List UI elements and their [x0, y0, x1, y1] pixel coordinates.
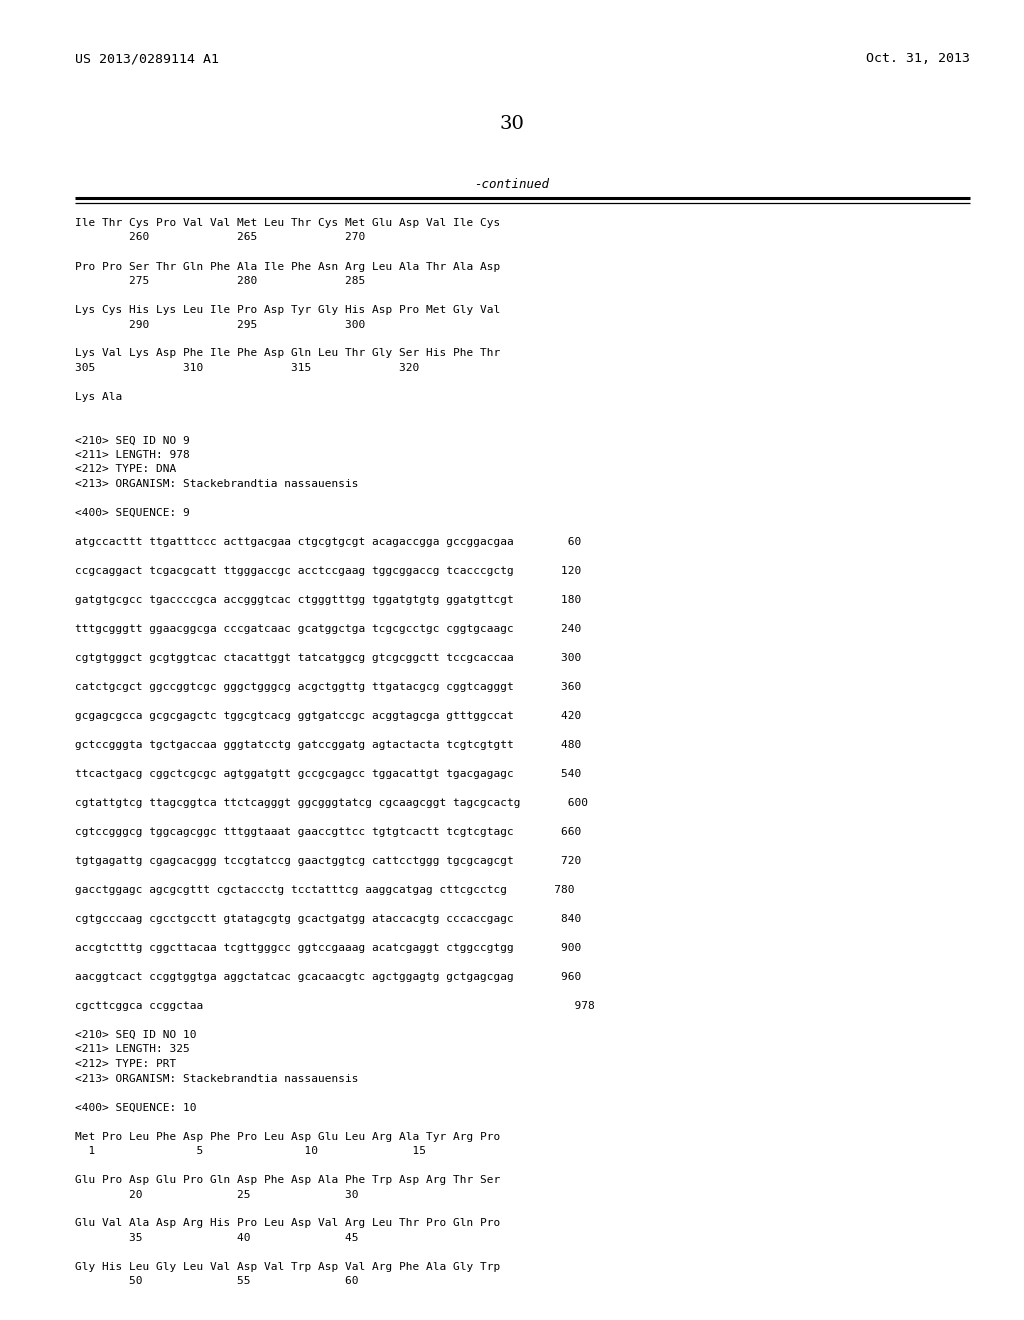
Text: Ile Thr Cys Pro Val Val Met Leu Thr Cys Met Glu Asp Val Ile Cys: Ile Thr Cys Pro Val Val Met Leu Thr Cys …: [75, 218, 501, 228]
Text: Met Pro Leu Phe Asp Phe Pro Leu Asp Glu Leu Arg Ala Tyr Arg Pro: Met Pro Leu Phe Asp Phe Pro Leu Asp Glu …: [75, 1131, 501, 1142]
Text: -continued: -continued: [474, 178, 550, 191]
Text: 35              40              45: 35 40 45: [75, 1233, 358, 1243]
Text: Oct. 31, 2013: Oct. 31, 2013: [866, 51, 970, 65]
Text: 305             310             315             320: 305 310 315 320: [75, 363, 419, 374]
Text: <212> TYPE: DNA: <212> TYPE: DNA: [75, 465, 176, 474]
Text: cgtccgggcg tggcagcggc tttggtaaat gaaccgttcc tgtgtcactt tcgtcgtagc       660: cgtccgggcg tggcagcggc tttggtaaat gaaccgt…: [75, 828, 582, 837]
Text: US 2013/0289114 A1: US 2013/0289114 A1: [75, 51, 219, 65]
Text: 275             280             285: 275 280 285: [75, 276, 366, 286]
Text: Glu Pro Asp Glu Pro Gln Asp Phe Asp Ala Phe Trp Asp Arg Thr Ser: Glu Pro Asp Glu Pro Gln Asp Phe Asp Ala …: [75, 1175, 501, 1185]
Text: gctccgggta tgctgaccaa gggtatcctg gatccggatg agtactacta tcgtcgtgtt       480: gctccgggta tgctgaccaa gggtatcctg gatccgg…: [75, 741, 582, 750]
Text: 50              55              60: 50 55 60: [75, 1276, 358, 1287]
Text: cgtgtgggct gcgtggtcac ctacattggt tatcatggcg gtcgcggctt tccgcaccaa       300: cgtgtgggct gcgtggtcac ctacattggt tatcatg…: [75, 653, 582, 663]
Text: accgtctttg cggcttacaa tcgttgggcc ggtccgaaag acatcgaggt ctggccgtgg       900: accgtctttg cggcttacaa tcgttgggcc ggtccga…: [75, 942, 582, 953]
Text: gacctggagc agcgcgttt cgctaccctg tcctatttcg aaggcatgag cttcgcctcg       780: gacctggagc agcgcgttt cgctaccctg tcctattt…: [75, 884, 574, 895]
Text: <211> LENGTH: 978: <211> LENGTH: 978: [75, 450, 189, 459]
Text: Glu Val Ala Asp Arg His Pro Leu Asp Val Arg Leu Thr Pro Gln Pro: Glu Val Ala Asp Arg His Pro Leu Asp Val …: [75, 1218, 501, 1229]
Text: cgtattgtcg ttagcggtca ttctcagggt ggcgggtatcg cgcaagcggt tagcgcactg       600: cgtattgtcg ttagcggtca ttctcagggt ggcgggt…: [75, 799, 588, 808]
Text: <213> ORGANISM: Stackebrandtia nassauensis: <213> ORGANISM: Stackebrandtia nassauens…: [75, 479, 358, 488]
Text: <212> TYPE: PRT: <212> TYPE: PRT: [75, 1059, 176, 1069]
Text: tgtgagattg cgagcacggg tccgtatccg gaactggtcg cattcctggg tgcgcagcgt       720: tgtgagattg cgagcacggg tccgtatccg gaactgg…: [75, 855, 582, 866]
Text: <210> SEQ ID NO 9: <210> SEQ ID NO 9: [75, 436, 189, 446]
Text: <400> SEQUENCE: 10: <400> SEQUENCE: 10: [75, 1102, 197, 1113]
Text: atgccacttt ttgatttccc acttgacgaa ctgcgtgcgt acagaccgga gccggacgaa        60: atgccacttt ttgatttccc acttgacgaa ctgcgtg…: [75, 537, 582, 546]
Text: 1               5               10              15: 1 5 10 15: [75, 1146, 426, 1156]
Text: 290             295             300: 290 295 300: [75, 319, 366, 330]
Text: cgcttcggca ccggctaa                                                       978: cgcttcggca ccggctaa 978: [75, 1001, 595, 1011]
Text: Lys Ala: Lys Ala: [75, 392, 122, 403]
Text: 30: 30: [500, 115, 524, 133]
Text: <210> SEQ ID NO 10: <210> SEQ ID NO 10: [75, 1030, 197, 1040]
Text: ccgcaggact tcgacgcatt ttgggaccgc acctccgaag tggcggaccg tcacccgctg       120: ccgcaggact tcgacgcatt ttgggaccgc acctccg…: [75, 566, 582, 576]
Text: cgtgcccaag cgcctgcctt gtatagcgtg gcactgatgg ataccacgtg cccaccgagc       840: cgtgcccaag cgcctgcctt gtatagcgtg gcactga…: [75, 913, 582, 924]
Text: <211> LENGTH: 325: <211> LENGTH: 325: [75, 1044, 189, 1055]
Text: Lys Val Lys Asp Phe Ile Phe Asp Gln Leu Thr Gly Ser His Phe Thr: Lys Val Lys Asp Phe Ile Phe Asp Gln Leu …: [75, 348, 501, 359]
Text: Gly His Leu Gly Leu Val Asp Val Trp Asp Val Arg Phe Ala Gly Trp: Gly His Leu Gly Leu Val Asp Val Trp Asp …: [75, 1262, 501, 1272]
Text: <400> SEQUENCE: 9: <400> SEQUENCE: 9: [75, 508, 189, 517]
Text: gatgtgcgcc tgaccccgca accgggtcac ctgggtttgg tggatgtgtg ggatgttcgt       180: gatgtgcgcc tgaccccgca accgggtcac ctgggtt…: [75, 595, 582, 605]
Text: aacggtcact ccggtggtga aggctatcac gcacaacgtc agctggagtg gctgagcgag       960: aacggtcact ccggtggtga aggctatcac gcacaac…: [75, 972, 582, 982]
Text: tttgcgggtt ggaacggcga cccgatcaac gcatggctga tcgcgcctgc cggtgcaagc       240: tttgcgggtt ggaacggcga cccgatcaac gcatggc…: [75, 624, 582, 634]
Text: gcgagcgcca gcgcgagctc tggcgtcacg ggtgatccgc acggtagcga gtttggccat       420: gcgagcgcca gcgcgagctc tggcgtcacg ggtgatc…: [75, 711, 582, 721]
Text: Lys Cys His Lys Leu Ile Pro Asp Tyr Gly His Asp Pro Met Gly Val: Lys Cys His Lys Leu Ile Pro Asp Tyr Gly …: [75, 305, 501, 315]
Text: catctgcgct ggccggtcgc gggctgggcg acgctggttg ttgatacgcg cggtcagggt       360: catctgcgct ggccggtcgc gggctgggcg acgctgg…: [75, 682, 582, 692]
Text: 20              25              30: 20 25 30: [75, 1189, 358, 1200]
Text: <213> ORGANISM: Stackebrandtia nassauensis: <213> ORGANISM: Stackebrandtia nassauens…: [75, 1073, 358, 1084]
Text: ttcactgacg cggctcgcgc agtggatgtt gccgcgagcc tggacattgt tgacgagagc       540: ttcactgacg cggctcgcgc agtggatgtt gccgcga…: [75, 770, 582, 779]
Text: Pro Pro Ser Thr Gln Phe Ala Ile Phe Asn Arg Leu Ala Thr Ala Asp: Pro Pro Ser Thr Gln Phe Ala Ile Phe Asn …: [75, 261, 501, 272]
Text: 260             265             270: 260 265 270: [75, 232, 366, 243]
